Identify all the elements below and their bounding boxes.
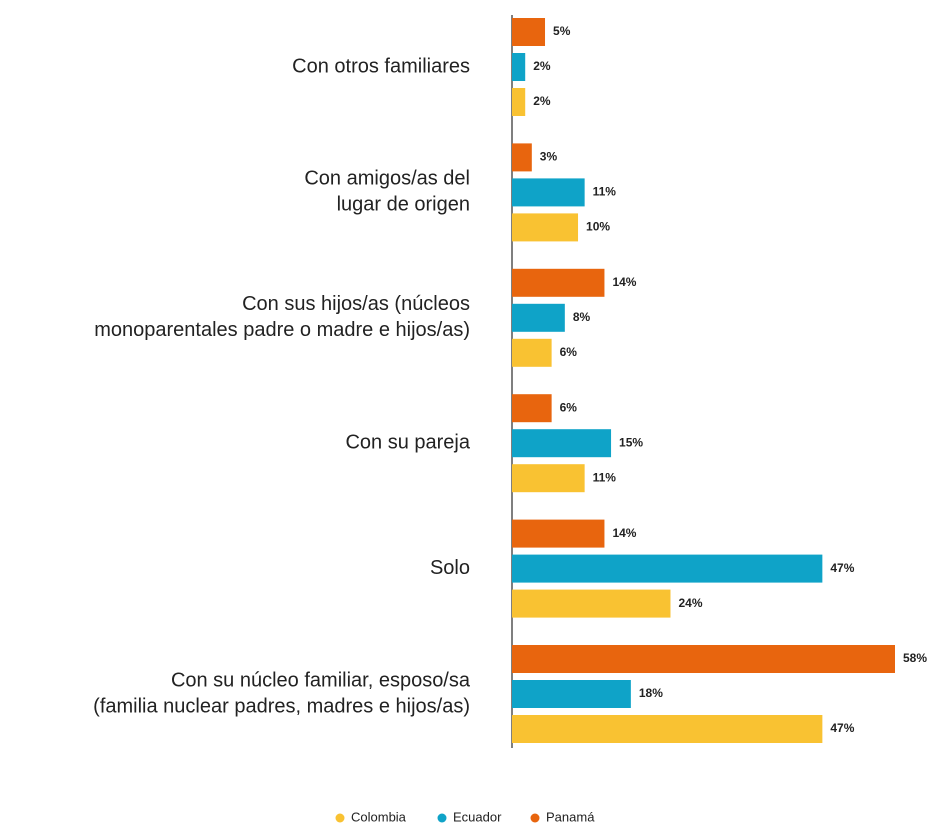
- category-label: lugar de origen: [337, 194, 470, 216]
- bar: [512, 53, 526, 81]
- value-label: 2%: [533, 94, 551, 108]
- category-label: Con su pareja: [345, 431, 470, 453]
- category-label: monoparentales padre o madre e hijos/as): [94, 319, 470, 341]
- bar: [512, 18, 546, 46]
- category-label: Con otros familiares: [292, 55, 470, 77]
- value-label: 5%: [553, 24, 571, 38]
- bar: [512, 88, 526, 116]
- value-label: 6%: [560, 400, 578, 414]
- bar: [512, 645, 895, 673]
- value-label: 24%: [678, 596, 702, 610]
- bar: [512, 554, 823, 583]
- category-label: Con su núcleo familiar, esposo/sa: [171, 669, 471, 691]
- bar: [512, 464, 585, 493]
- category-label: Solo: [430, 557, 470, 579]
- bar: [512, 429, 612, 458]
- value-label: 47%: [830, 721, 854, 735]
- bar: [512, 178, 585, 207]
- value-label: 6%: [560, 345, 578, 359]
- value-label: 11%: [593, 185, 617, 199]
- value-label: 3%: [540, 150, 558, 164]
- value-label: 58%: [903, 651, 927, 665]
- bar: [512, 589, 671, 618]
- value-label: 2%: [533, 59, 551, 73]
- legend-label: Ecuador: [453, 809, 502, 824]
- legend-marker: [335, 813, 345, 823]
- bar: [512, 394, 552, 423]
- value-label: 18%: [639, 686, 663, 700]
- bar: [512, 715, 823, 743]
- bar: [512, 338, 552, 367]
- bar: [512, 519, 605, 548]
- value-label: 10%: [586, 220, 610, 234]
- value-label: 14%: [612, 526, 636, 540]
- value-label: 15%: [619, 435, 643, 449]
- legend-marker: [437, 813, 447, 823]
- bar: [512, 303, 565, 332]
- category-label: Con amigos/as del: [304, 168, 470, 190]
- value-label: 14%: [612, 275, 636, 289]
- legend-marker: [530, 813, 540, 823]
- category-label: (familia nuclear padres, madres e hijos/…: [93, 695, 470, 717]
- category-label: Con sus hijos/as (núcleos: [242, 293, 470, 315]
- bar: [512, 268, 605, 297]
- bar: [512, 213, 579, 242]
- value-label: 8%: [573, 310, 591, 324]
- bar: [512, 680, 631, 708]
- legend-label: Panamá: [546, 809, 595, 824]
- legend-label: Colombia: [351, 809, 407, 824]
- bar: [512, 143, 532, 172]
- value-label: 47%: [830, 561, 854, 575]
- value-label: 11%: [593, 470, 617, 484]
